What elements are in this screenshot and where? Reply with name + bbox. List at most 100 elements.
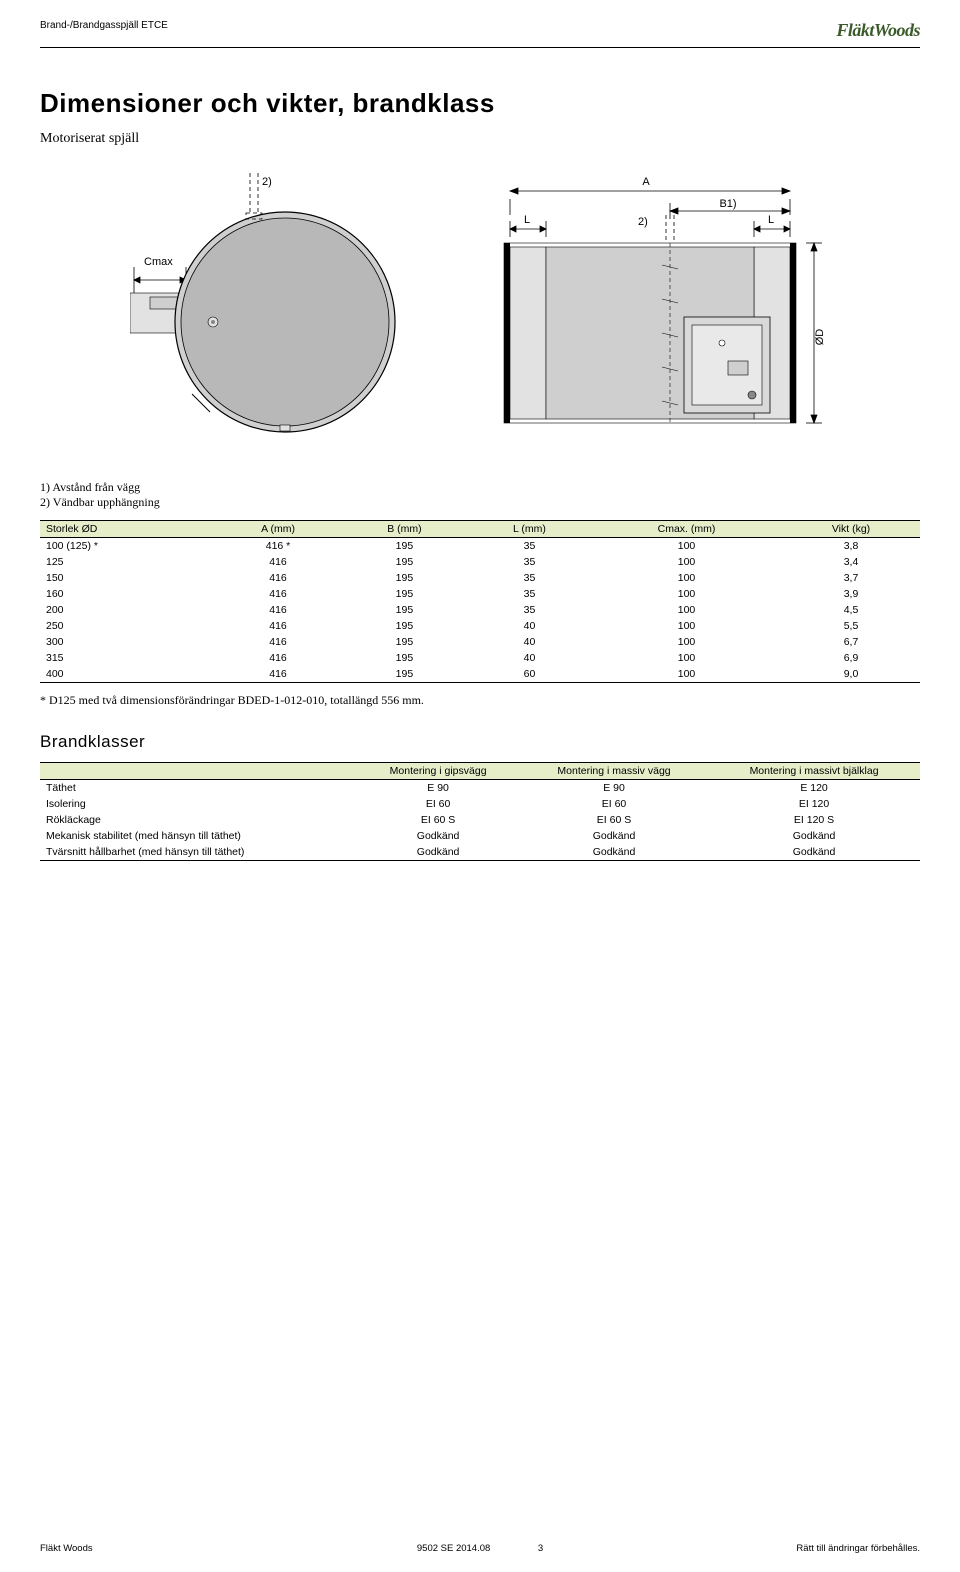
table-cell: 100 xyxy=(591,618,782,634)
page-title: Dimensioner och vikter, brandklass xyxy=(40,88,920,119)
table-cell: 6,9 xyxy=(782,650,920,666)
footer-page: 3 xyxy=(538,1543,543,1554)
drawing-notes: 1) Avstånd från vägg 2) Vändbar upphängn… xyxy=(40,480,920,510)
table-cell: 195 xyxy=(341,538,468,555)
label-A: A xyxy=(642,176,650,188)
table-row: 160416195351003,9 xyxy=(40,586,920,602)
brand-logo: FläktWoods xyxy=(836,20,920,41)
table-cell: Godkänd xyxy=(708,828,920,844)
table-row: 250416195401005,5 xyxy=(40,618,920,634)
footer-doc: 9502 SE 2014.08 xyxy=(417,1543,490,1554)
table-cell: Godkänd xyxy=(708,844,920,861)
footer-right: Rätt till ändringar förbehålles. xyxy=(796,1543,920,1554)
table-cell: 150 xyxy=(40,570,215,586)
table-cell: 125 xyxy=(40,554,215,570)
t1-col-3: L (mm) xyxy=(468,521,591,538)
label-note2-right: 2) xyxy=(638,216,648,228)
table-cell: EI 60 S xyxy=(520,812,708,828)
table-cell: 416 xyxy=(215,554,341,570)
section-brandklasser-title: Brandklasser xyxy=(40,732,920,752)
table-cell: 315 xyxy=(40,650,215,666)
table-cell: 100 xyxy=(591,570,782,586)
table-row: RökläckageEI 60 SEI 60 SEI 120 S xyxy=(40,812,920,828)
t2-col-3: Montering i massivt bjälklag xyxy=(708,763,920,780)
table-cell: 4,5 xyxy=(782,602,920,618)
t1-col-1: A (mm) xyxy=(215,521,341,538)
table-cell: 416 * xyxy=(215,538,341,555)
table-row: 100 (125) *416 *195351003,8 xyxy=(40,538,920,555)
table-cell: 195 xyxy=(341,602,468,618)
table-cell: 200 xyxy=(40,602,215,618)
table-row: Mekanisk stabilitet (med hänsyn till tät… xyxy=(40,828,920,844)
table-cell: 100 xyxy=(591,586,782,602)
table-cell: 100 xyxy=(591,538,782,555)
table-cell: 250 xyxy=(40,618,215,634)
table-cell: 6,7 xyxy=(782,634,920,650)
drawing-side-view: A B1) L xyxy=(470,167,830,450)
header-rule xyxy=(40,47,920,48)
table-cell: 300 xyxy=(40,634,215,650)
table-cell: 195 xyxy=(341,618,468,634)
t1-col-4: Cmax. (mm) xyxy=(591,521,782,538)
table-cell: EI 120 S xyxy=(708,812,920,828)
t1-col-2: B (mm) xyxy=(341,521,468,538)
note-1: 1) Avstånd från vägg xyxy=(40,480,920,495)
table-cell: 3,4 xyxy=(782,554,920,570)
label-OD: ØD xyxy=(814,329,826,346)
table-cell: 416 xyxy=(215,586,341,602)
table-row: TäthetE 90E 90E 120 xyxy=(40,780,920,797)
table-row: 125416195351003,4 xyxy=(40,554,920,570)
page-footer: Fläkt Woods 9502 SE 2014.08 3 Rätt till … xyxy=(40,1543,920,1554)
table-cell: 35 xyxy=(468,538,591,555)
table-row: 315416195401006,9 xyxy=(40,650,920,666)
table-cell: 100 xyxy=(591,666,782,683)
table-cell: 100 xyxy=(591,650,782,666)
table-cell: Tvärsnitt hållbarhet (med hänsyn till tä… xyxy=(40,844,356,861)
table-cell: 60 xyxy=(468,666,591,683)
table-cell: 195 xyxy=(341,650,468,666)
table-row: 150416195351003,7 xyxy=(40,570,920,586)
table-cell: Godkänd xyxy=(356,828,520,844)
table-cell: 100 xyxy=(591,602,782,618)
dimensions-table: Storlek ØD A (mm) B (mm) L (mm) Cmax. (m… xyxy=(40,520,920,683)
table-cell: EI 60 xyxy=(356,796,520,812)
table-cell: EI 60 xyxy=(520,796,708,812)
table-cell: Godkänd xyxy=(356,844,520,861)
table-cell: 3,7 xyxy=(782,570,920,586)
table-cell: 195 xyxy=(341,570,468,586)
table-cell: 416 xyxy=(215,666,341,683)
table-cell: 195 xyxy=(341,586,468,602)
table-cell: Godkänd xyxy=(520,828,708,844)
label-L-right: L xyxy=(768,214,774,226)
technical-drawings: Cmax 2) xyxy=(40,167,920,450)
table-cell: Täthet xyxy=(40,780,356,797)
table-cell: 416 xyxy=(215,570,341,586)
table-cell: 400 xyxy=(40,666,215,683)
table-cell: EI 120 xyxy=(708,796,920,812)
t1-col-5: Vikt (kg) xyxy=(782,521,920,538)
table-cell: E 90 xyxy=(520,780,708,797)
page-subtitle: Motoriserat spjäll xyxy=(40,131,920,147)
table-row: IsoleringEI 60EI 60EI 120 xyxy=(40,796,920,812)
label-note2-left: 2) xyxy=(262,176,272,188)
t2-col-1: Montering i gipsvägg xyxy=(356,763,520,780)
table-cell: 35 xyxy=(468,554,591,570)
t2-col-0 xyxy=(40,763,356,780)
table-cell: 40 xyxy=(468,634,591,650)
label-cmax: Cmax xyxy=(144,256,173,268)
table-cell: 9,0 xyxy=(782,666,920,683)
table-cell: E 90 xyxy=(356,780,520,797)
table-cell: 416 xyxy=(215,650,341,666)
table-cell: E 120 xyxy=(708,780,920,797)
table-cell: 5,5 xyxy=(782,618,920,634)
table-cell: 100 (125) * xyxy=(40,538,215,555)
table-row: 400416195601009,0 xyxy=(40,666,920,683)
table1-footnote: * D125 med två dimensionsförändringar BD… xyxy=(40,693,920,708)
table-cell: 35 xyxy=(468,570,591,586)
product-line-label: Brand-/Brandgasspjäll ETCE xyxy=(40,20,168,31)
table-cell: 195 xyxy=(341,554,468,570)
table-cell: Mekanisk stabilitet (med hänsyn till tät… xyxy=(40,828,356,844)
table-cell: 160 xyxy=(40,586,215,602)
table-cell: 100 xyxy=(591,554,782,570)
table-cell: 195 xyxy=(341,666,468,683)
